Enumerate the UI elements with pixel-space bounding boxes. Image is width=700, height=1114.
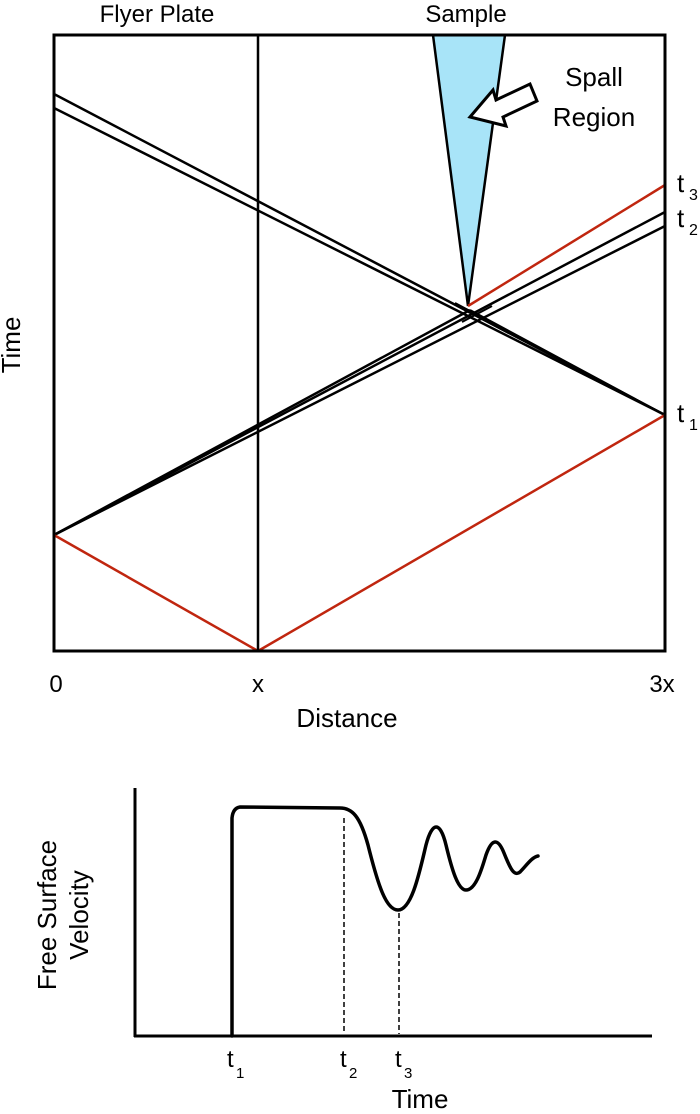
y-axis-label-line2: Velocity [64, 870, 94, 960]
svg-text:2: 2 [349, 1065, 357, 1082]
svg-text:t: t [677, 203, 685, 233]
x-tick-x: x [252, 671, 264, 698]
velocity-plot: Free Surface Velocity t 1 t 2 t 3 Time [32, 788, 652, 1114]
spall-region [431, 33, 507, 307]
svg-text:2: 2 [689, 222, 698, 239]
x-axis-label: Time [392, 1084, 449, 1114]
svg-text:t: t [340, 1046, 347, 1073]
wave-line [53, 224, 666, 537]
release-wave-line [467, 183, 666, 308]
t2-marker: t 2 [677, 203, 698, 239]
t1-marker: t 1 [677, 398, 698, 434]
x-tick-3x: 3x [649, 671, 674, 698]
svg-text:t: t [677, 398, 685, 428]
x-tick-0: 0 [49, 671, 62, 698]
svg-text:t: t [677, 168, 685, 198]
y-axis-label: Time [0, 317, 26, 374]
tick-t3: t 3 [395, 1046, 412, 1082]
release-wave-line [257, 413, 666, 653]
tick-t1: t 1 [227, 1046, 244, 1082]
x-axis-label: Distance [296, 703, 397, 733]
svg-text:3: 3 [404, 1065, 412, 1082]
wave-line [53, 106, 666, 417]
svg-text:1: 1 [689, 417, 698, 434]
y-axis-label-line1: Free Surface [32, 840, 62, 990]
arrow-icon [467, 81, 539, 129]
svg-text:3: 3 [689, 187, 698, 204]
xt-diagram: Flyer Plate Sample Spall Region Time 0 x… [0, 1, 698, 733]
svg-text:t: t [395, 1046, 402, 1073]
sample-label: Sample [425, 1, 506, 28]
flyer-plate-label: Flyer Plate [100, 1, 215, 28]
spall-label: Spall [565, 62, 623, 92]
svg-text:1: 1 [236, 1065, 244, 1082]
region-label: Region [553, 102, 635, 132]
svg-text:t: t [227, 1046, 234, 1073]
wave-line [469, 309, 666, 416]
release-wave-line [53, 533, 259, 653]
wave-line [461, 305, 493, 323]
velocity-curve [230, 805, 540, 1038]
diagram-frame [52, 33, 667, 653]
tick-t2: t 2 [340, 1046, 357, 1082]
wave-line [53, 308, 471, 537]
t3-marker: t 3 [677, 168, 698, 204]
